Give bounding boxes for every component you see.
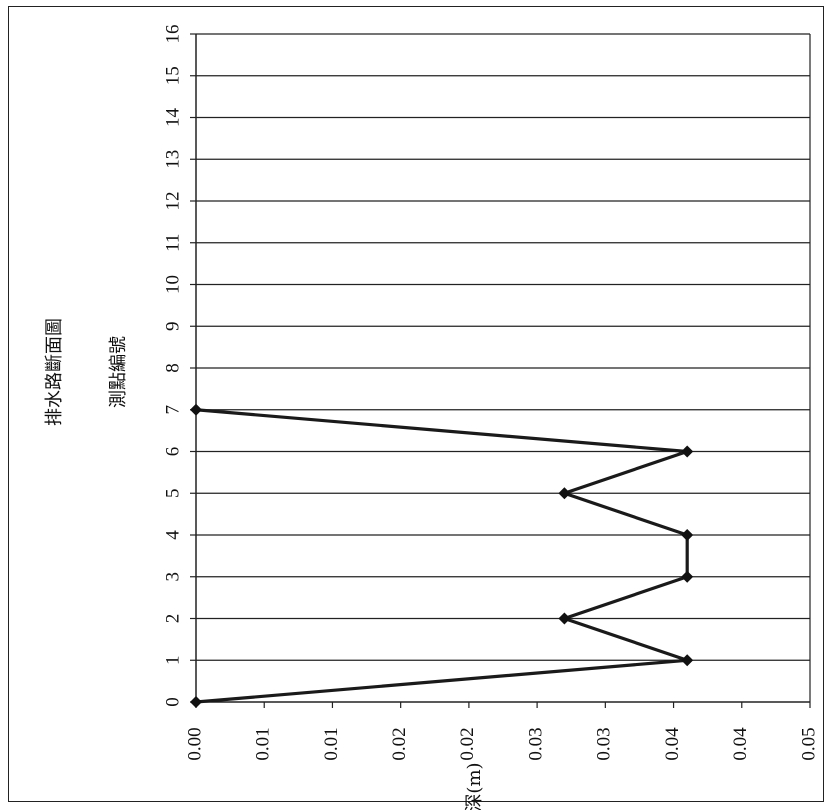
data-point-5 — [558, 487, 571, 500]
data-point-4 — [681, 529, 694, 541]
x-tick-label: 10 — [162, 275, 183, 294]
axes — [190, 33, 811, 708]
x-tick-label: 14 — [162, 108, 183, 128]
x-tick-label: 1 — [162, 656, 183, 666]
series-line — [195, 408, 689, 704]
x-tick-label: 3 — [162, 572, 183, 582]
data-point-1 — [681, 654, 694, 667]
data-point-2 — [558, 612, 571, 625]
x-tick-label: 4 — [162, 530, 183, 540]
x-tick-label: 12 — [162, 192, 183, 211]
grid-lines — [196, 33, 810, 661]
x-tick-label: 7 — [162, 405, 183, 415]
y-tick-label: 0.02 — [457, 727, 478, 760]
x-tick-label: 13 — [162, 150, 183, 169]
data-point-0 — [190, 696, 202, 708]
x-tick-label: 9 — [162, 322, 183, 332]
y-axis-label: 水深(m) — [464, 762, 485, 810]
y-tick-label: 0.00 — [184, 727, 205, 760]
data-point-6 — [681, 445, 694, 458]
x-tick-label: 15 — [162, 66, 183, 85]
data-point-7 — [190, 403, 202, 416]
y-tick-label: 0.05 — [798, 727, 819, 760]
x-tick-label: 6 — [162, 447, 183, 457]
x-axis-label: 測點編號 — [108, 336, 129, 408]
y-tick-label: 0.03 — [525, 727, 546, 760]
chart-title: 排水路斷面圖 — [44, 318, 65, 426]
x-tick-label: 0 — [162, 697, 183, 707]
y-tick-label: 0.01 — [253, 727, 274, 760]
x-tick-label: 2 — [162, 614, 183, 624]
series-depth — [190, 403, 694, 708]
y-tick-label: 0.04 — [662, 727, 683, 761]
x-tick-label: 5 — [162, 489, 183, 499]
chart-frame — [8, 6, 824, 802]
data-point-3 — [681, 570, 694, 583]
x-tick-label: 8 — [162, 363, 183, 373]
y-tick-label: 0.01 — [321, 727, 342, 760]
x-tick-label: 11 — [162, 234, 183, 252]
y-tick-label: 0.02 — [389, 727, 410, 760]
y-tick-label: 0.04 — [730, 727, 751, 761]
y-tick-label: 0.03 — [594, 727, 615, 760]
x-tick-label: 16 — [162, 25, 183, 44]
